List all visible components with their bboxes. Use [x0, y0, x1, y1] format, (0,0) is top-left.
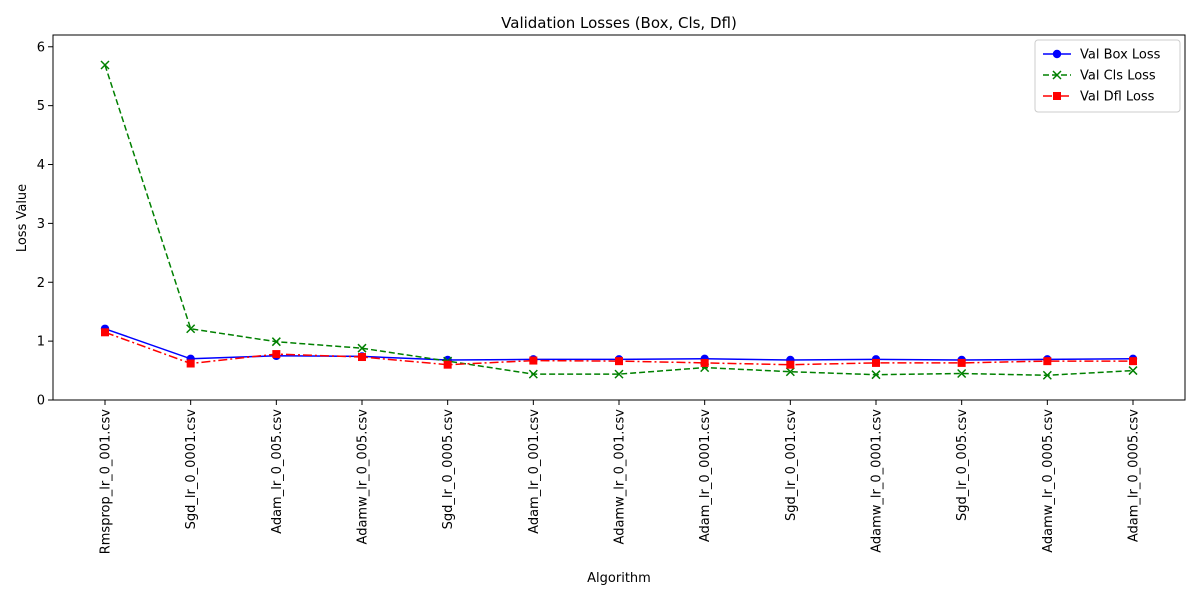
- data-point-stroke: [1042, 370, 1052, 380]
- legend-swatch-marker: [1052, 70, 1062, 80]
- x-tick-label: Adam_lr_0_0005.csv: [1127, 409, 1142, 542]
- data-point: [186, 324, 196, 334]
- data-point: [785, 367, 795, 377]
- x-tick-label: Sgd_lr_0_005.csv: [955, 409, 970, 521]
- legend-swatch-marker: [1052, 49, 1062, 59]
- y-tick-label: 1: [37, 335, 45, 350]
- data-point-stroke: [271, 337, 281, 347]
- legend-box: [1034, 39, 1181, 113]
- data-point: [358, 353, 366, 362]
- plot-area: 0 1 2 3 4 5 6 Rmsprop_lr_0_001.csv Sgd_lr_0_0001…: [37, 40, 1142, 554]
- x-tick-label: Sgd_lr_0_0001.csv: [184, 409, 199, 530]
- y-tick-label: 6: [37, 40, 45, 55]
- data-point: [957, 358, 966, 367]
- x-tick-label: Adam_lr_0_0001.csv: [698, 409, 713, 542]
- y-axis-title: Loss Value: [15, 184, 30, 252]
- y-tick-label: 4: [37, 158, 45, 173]
- plot-frame: [52, 34, 1186, 401]
- data-point: [957, 368, 967, 379]
- x-tick-label: Adam_lr_0_001.csv: [527, 409, 542, 534]
- data-point: [786, 360, 795, 369]
- data-point: [872, 358, 880, 367]
- legend-label: Val Cls Loss: [1080, 69, 1156, 84]
- data-point-stroke: [957, 368, 967, 379]
- data-point: [529, 356, 538, 365]
- data-point-stroke: [357, 343, 367, 353]
- data-point: [614, 369, 624, 379]
- chart-title: Validation Losses (Box, Cls, Dfl): [501, 14, 737, 32]
- series-2: [100, 60, 1138, 380]
- x-tick-label: Adamw_lr_0_0005.csv: [1041, 409, 1056, 553]
- x-tick-label: Adamw_lr_0_0001.csv: [870, 409, 885, 553]
- data-point-stroke: [1128, 366, 1138, 376]
- data-point: [443, 360, 452, 369]
- y-tick-label: 3: [37, 217, 45, 232]
- series-3: [101, 328, 1137, 369]
- data-point: [1043, 357, 1052, 366]
- legend-label: Val Dfl Loss: [1080, 90, 1155, 105]
- data-point: [1042, 370, 1052, 380]
- data-point-stroke: [100, 60, 110, 70]
- legend: Val Box Loss Val Cls Loss Val Dfl Loss: [1034, 39, 1181, 113]
- x-tick-label: Rmsprop_lr_0_001.csv: [99, 409, 114, 555]
- data-point-stroke: [614, 369, 624, 379]
- legend-swatch-marker-stroke: [1052, 70, 1062, 80]
- x-tick-label: Sgd_lr_0_0005.csv: [441, 409, 456, 530]
- y-tick-label: 2: [37, 276, 45, 291]
- data-point: [100, 60, 110, 70]
- data-point-stroke: [871, 370, 881, 380]
- data-point: [1128, 366, 1138, 376]
- x-tick-label: Adamw_lr_0_001.csv: [613, 409, 628, 545]
- data-point-stroke: [186, 324, 196, 334]
- data-point-stroke: [528, 369, 538, 379]
- y-tick-label: 5: [37, 99, 45, 114]
- data-point: [101, 328, 109, 337]
- data-point-stroke: [785, 367, 795, 377]
- series-line: [104, 64, 1134, 377]
- data-point: [186, 359, 195, 368]
- y-tick-label: 0: [37, 394, 45, 409]
- x-tick-label: Sgd_lr_0_001.csv: [784, 409, 799, 521]
- x-axis-title: Algorithm: [587, 571, 651, 586]
- legend-label: Val Box Loss: [1080, 48, 1161, 63]
- data-point: [357, 343, 367, 353]
- data-point: [871, 370, 881, 380]
- data-point: [700, 358, 709, 367]
- data-point: [528, 369, 538, 379]
- x-tick-label: Adamw_lr_0_005.csv: [356, 409, 371, 545]
- data-point: [271, 337, 281, 347]
- data-point: [1129, 357, 1137, 366]
- data-point: [615, 357, 623, 366]
- x-tick-label: Adam_lr_0_005.csv: [270, 409, 285, 534]
- data-point: [272, 350, 281, 359]
- legend-swatch-marker: [1053, 92, 1061, 100]
